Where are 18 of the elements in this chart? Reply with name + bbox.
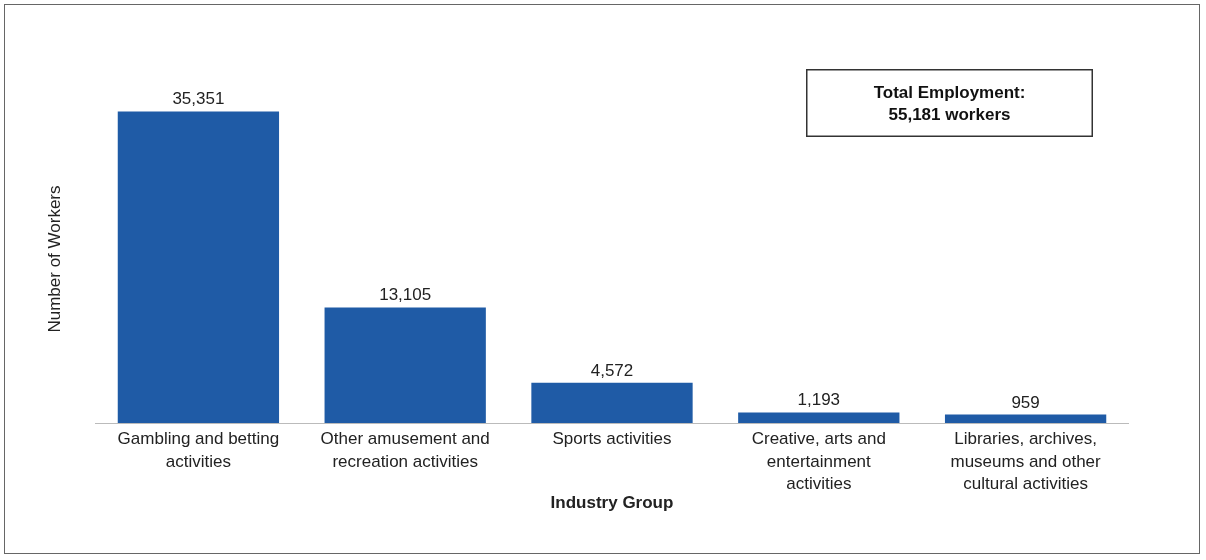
bar bbox=[944, 414, 1107, 423]
annotation: Total Employment: 55,181 workers bbox=[873, 82, 1026, 124]
x-tick-label: Libraries, archives, museums and other cultural activities bbox=[950, 429, 1102, 493]
x-tick-label: Other amusement and recreation activities bbox=[320, 429, 490, 471]
bar bbox=[738, 412, 900, 423]
x-tick-label: Sports activities bbox=[552, 429, 672, 449]
bar bbox=[531, 382, 693, 423]
bar bbox=[324, 307, 486, 423]
data-label: 4,572 bbox=[590, 360, 634, 380]
x-tick-label: Creative, arts and entertainment activities bbox=[751, 429, 886, 493]
x-tick-label: Gambling and betting activities bbox=[117, 429, 280, 471]
data-label: 1,193 bbox=[797, 390, 841, 410]
data-label: 13,105 bbox=[379, 285, 432, 305]
x-axis-title: Industry Group bbox=[550, 493, 674, 512]
bar bbox=[117, 111, 280, 423]
y-axis-title: Number of Workers bbox=[44, 185, 64, 333]
data-label: 35,351 bbox=[172, 89, 225, 109]
data-label: 959 bbox=[1011, 392, 1040, 412]
